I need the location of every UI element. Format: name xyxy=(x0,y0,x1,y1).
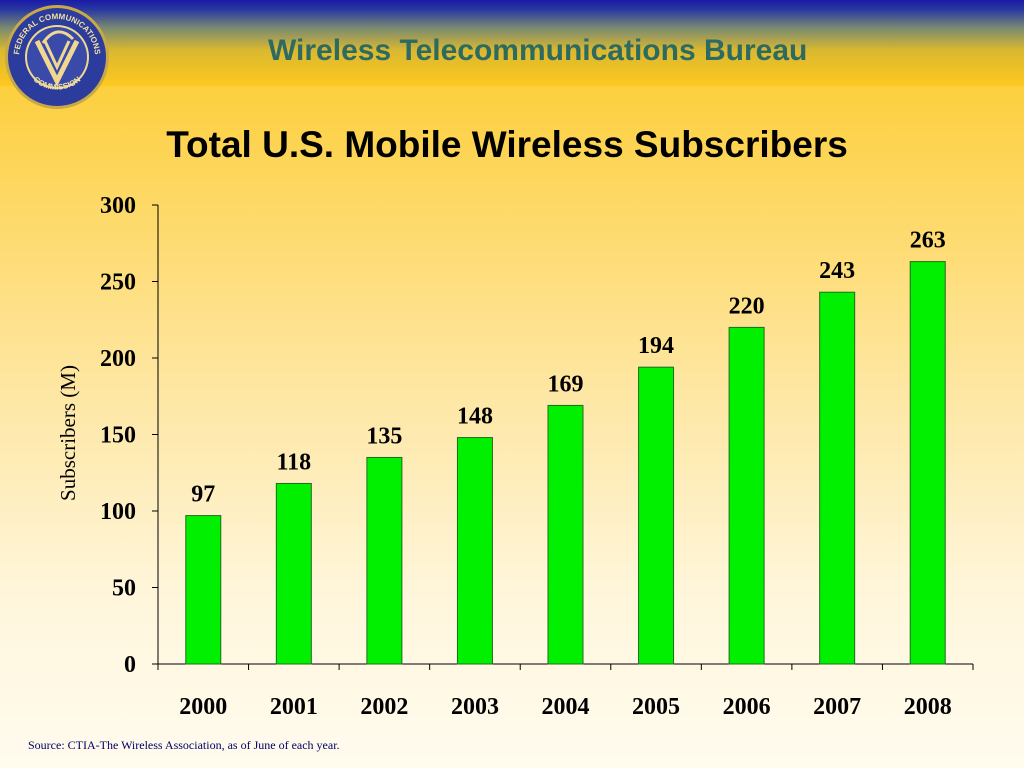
data-label: 97 xyxy=(191,482,215,508)
y-tick-label: 200 xyxy=(100,346,136,372)
bar xyxy=(819,291,856,665)
bureau-name: Wireless Telecommunications Bureau xyxy=(268,34,808,67)
x-tick-label: 2005 xyxy=(632,694,680,720)
fcc-seal-icon: FEDERAL COMMUNICATIONS COMMISSION xyxy=(5,5,109,109)
data-label: 148 xyxy=(457,404,493,430)
x-tick-label: 2004 xyxy=(542,694,590,720)
bar xyxy=(728,326,765,665)
bar xyxy=(275,482,312,665)
x-tick-label: 2007 xyxy=(813,694,861,720)
data-label: 169 xyxy=(548,371,584,397)
data-label: 118 xyxy=(276,449,311,475)
x-tick-label: 2008 xyxy=(904,694,952,720)
x-tick-label: 2002 xyxy=(360,694,408,720)
source-note: Source: CTIA-The Wireless Association, a… xyxy=(28,738,340,752)
header-band xyxy=(0,0,1024,86)
y-tick-label: 50 xyxy=(112,576,136,602)
bar xyxy=(638,366,675,665)
y-tick-label: 250 xyxy=(100,270,136,296)
bar xyxy=(547,404,584,665)
y-tick-label: 300 xyxy=(100,193,136,219)
bar xyxy=(456,437,493,665)
bar xyxy=(366,456,403,665)
data-label: 220 xyxy=(729,293,765,319)
y-tick-label: 0 xyxy=(124,652,136,678)
data-label: 135 xyxy=(366,423,402,449)
x-tick-label: 2000 xyxy=(179,694,227,720)
bar xyxy=(185,515,222,665)
x-tick-label: 2001 xyxy=(270,694,318,720)
y-tick-label: 100 xyxy=(100,499,136,525)
data-label: 243 xyxy=(819,258,855,284)
data-label: 194 xyxy=(638,333,674,359)
x-tick-label: 2006 xyxy=(723,694,771,720)
bar xyxy=(909,261,946,665)
x-tick-label: 2003 xyxy=(451,694,499,720)
data-label: 263 xyxy=(910,228,946,254)
y-tick-label: 150 xyxy=(100,423,136,449)
y-axis-label: Subscribers (M) xyxy=(56,365,80,501)
chart-title: Total U.S. Mobile Wireless Subscribers xyxy=(166,124,848,165)
